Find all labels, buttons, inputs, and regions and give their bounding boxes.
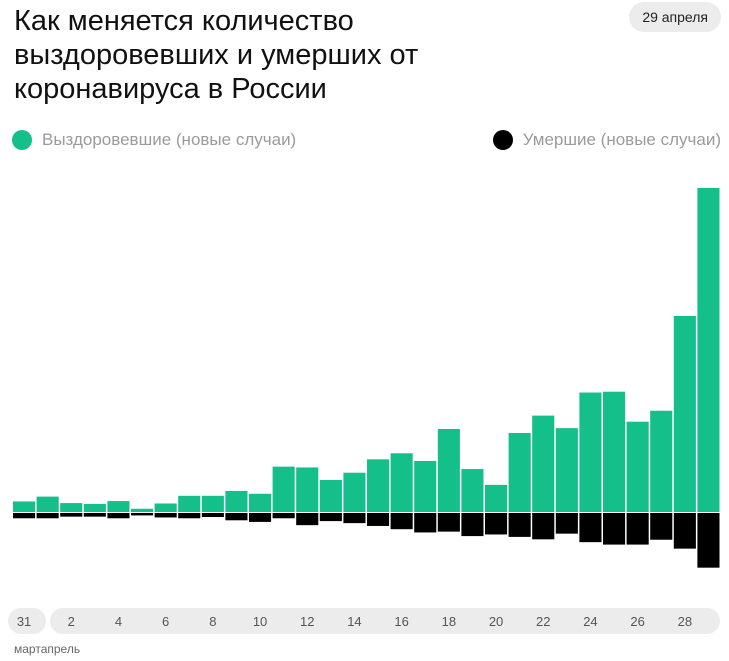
tick-label: 14: [347, 614, 361, 629]
tick-label: 10: [253, 614, 267, 629]
bar-recovered: [532, 415, 555, 512]
bar-deaths: [201, 513, 224, 518]
bar-recovered: [60, 503, 83, 512]
bar-deaths: [555, 513, 578, 534]
bar-deaths: [390, 513, 413, 530]
bar-recovered: [154, 503, 177, 512]
bar-recovered: [343, 472, 366, 512]
tick-label: 31: [17, 614, 31, 629]
bar-deaths: [249, 513, 272, 522]
bar-deaths: [603, 513, 626, 545]
bar-recovered: [107, 501, 130, 512]
bar-recovered: [83, 503, 106, 512]
bar-deaths: [60, 513, 83, 517]
bar-recovered: [508, 433, 531, 512]
tick-label: 12: [300, 614, 314, 629]
bar-deaths: [437, 513, 460, 532]
bar-deaths: [36, 513, 59, 519]
month-label-march: март: [14, 642, 41, 656]
bar-deaths: [414, 513, 437, 533]
bar-deaths: [131, 513, 154, 516]
axis-march-pill: [8, 608, 46, 634]
bar-deaths: [107, 513, 130, 519]
bar-recovered: [178, 495, 201, 512]
bar-deaths: [532, 513, 555, 540]
tick-label: 4: [115, 614, 122, 629]
bar-deaths: [13, 513, 36, 519]
month-labels: мартапрель: [14, 642, 80, 656]
legend-recovered-dot: [12, 130, 32, 150]
bar-recovered: [626, 421, 649, 512]
bar-recovered: [249, 493, 272, 512]
tick-label: 8: [209, 614, 216, 629]
bar-deaths: [508, 513, 531, 537]
bar-recovered: [272, 466, 295, 512]
legend-deaths-dot: [492, 130, 513, 150]
bar-deaths: [225, 513, 248, 521]
date-badge: 29 апреля: [629, 2, 721, 32]
tick-label: 22: [536, 614, 550, 629]
tick-label: 18: [442, 614, 456, 629]
bar-recovered: [36, 496, 59, 512]
tick-label: 28: [678, 614, 692, 629]
legend-recovered-label: Выздоровевшие (новые случаи): [42, 130, 297, 149]
legend-recovered: Выздоровевшие (новые случаи): [12, 130, 296, 150]
bar-deaths: [650, 513, 673, 540]
tick-label: 26: [630, 614, 644, 629]
bar-deaths: [343, 513, 366, 524]
bar-recovered: [390, 453, 413, 512]
bar-recovered: [367, 459, 390, 512]
bar-recovered: [437, 428, 460, 512]
bar-recovered: [319, 480, 342, 512]
bar-recovered: [131, 508, 154, 512]
legend-deaths: Умершие (новые случаи): [492, 130, 721, 150]
bar-recovered: [13, 501, 36, 512]
page-title: Как меняется количество выздоровевших и …: [14, 5, 419, 105]
bar-recovered: [673, 315, 696, 512]
bar-deaths: [626, 513, 649, 545]
tick-label: 20: [489, 614, 503, 629]
bar-recovered: [555, 428, 578, 512]
bar-deaths: [178, 513, 201, 519]
bar-recovered: [225, 490, 248, 512]
axis-april-pill: [50, 608, 720, 634]
bar-deaths: [272, 513, 295, 519]
bar-deaths: [154, 513, 177, 518]
bar-deaths: [697, 513, 720, 568]
bar-recovered: [650, 410, 673, 512]
bar-deaths: [579, 513, 602, 543]
bar-deaths: [83, 513, 106, 517]
bar-recovered: [201, 495, 224, 512]
tick-label: 24: [583, 614, 597, 629]
bar-deaths: [673, 513, 696, 549]
bar-deaths: [461, 513, 484, 537]
bar-deaths: [485, 513, 508, 535]
tick-label: 6: [162, 614, 169, 629]
bar-recovered: [603, 391, 626, 512]
bar-deaths: [296, 513, 319, 526]
month-label-april: апрель: [40, 642, 81, 656]
bar-deaths: [367, 513, 390, 526]
bar-recovered: [485, 484, 508, 512]
bar-recovered: [579, 392, 602, 512]
bar-recovered: [414, 460, 437, 512]
bar-deaths: [319, 513, 342, 522]
bar-recovered: [697, 188, 720, 512]
tick-label: 2: [68, 614, 75, 629]
tick-label: 16: [394, 614, 408, 629]
bar-recovered: [461, 469, 484, 512]
bar-recovered: [296, 467, 319, 512]
legend-deaths-label: Умершие (новые случаи): [522, 130, 721, 149]
